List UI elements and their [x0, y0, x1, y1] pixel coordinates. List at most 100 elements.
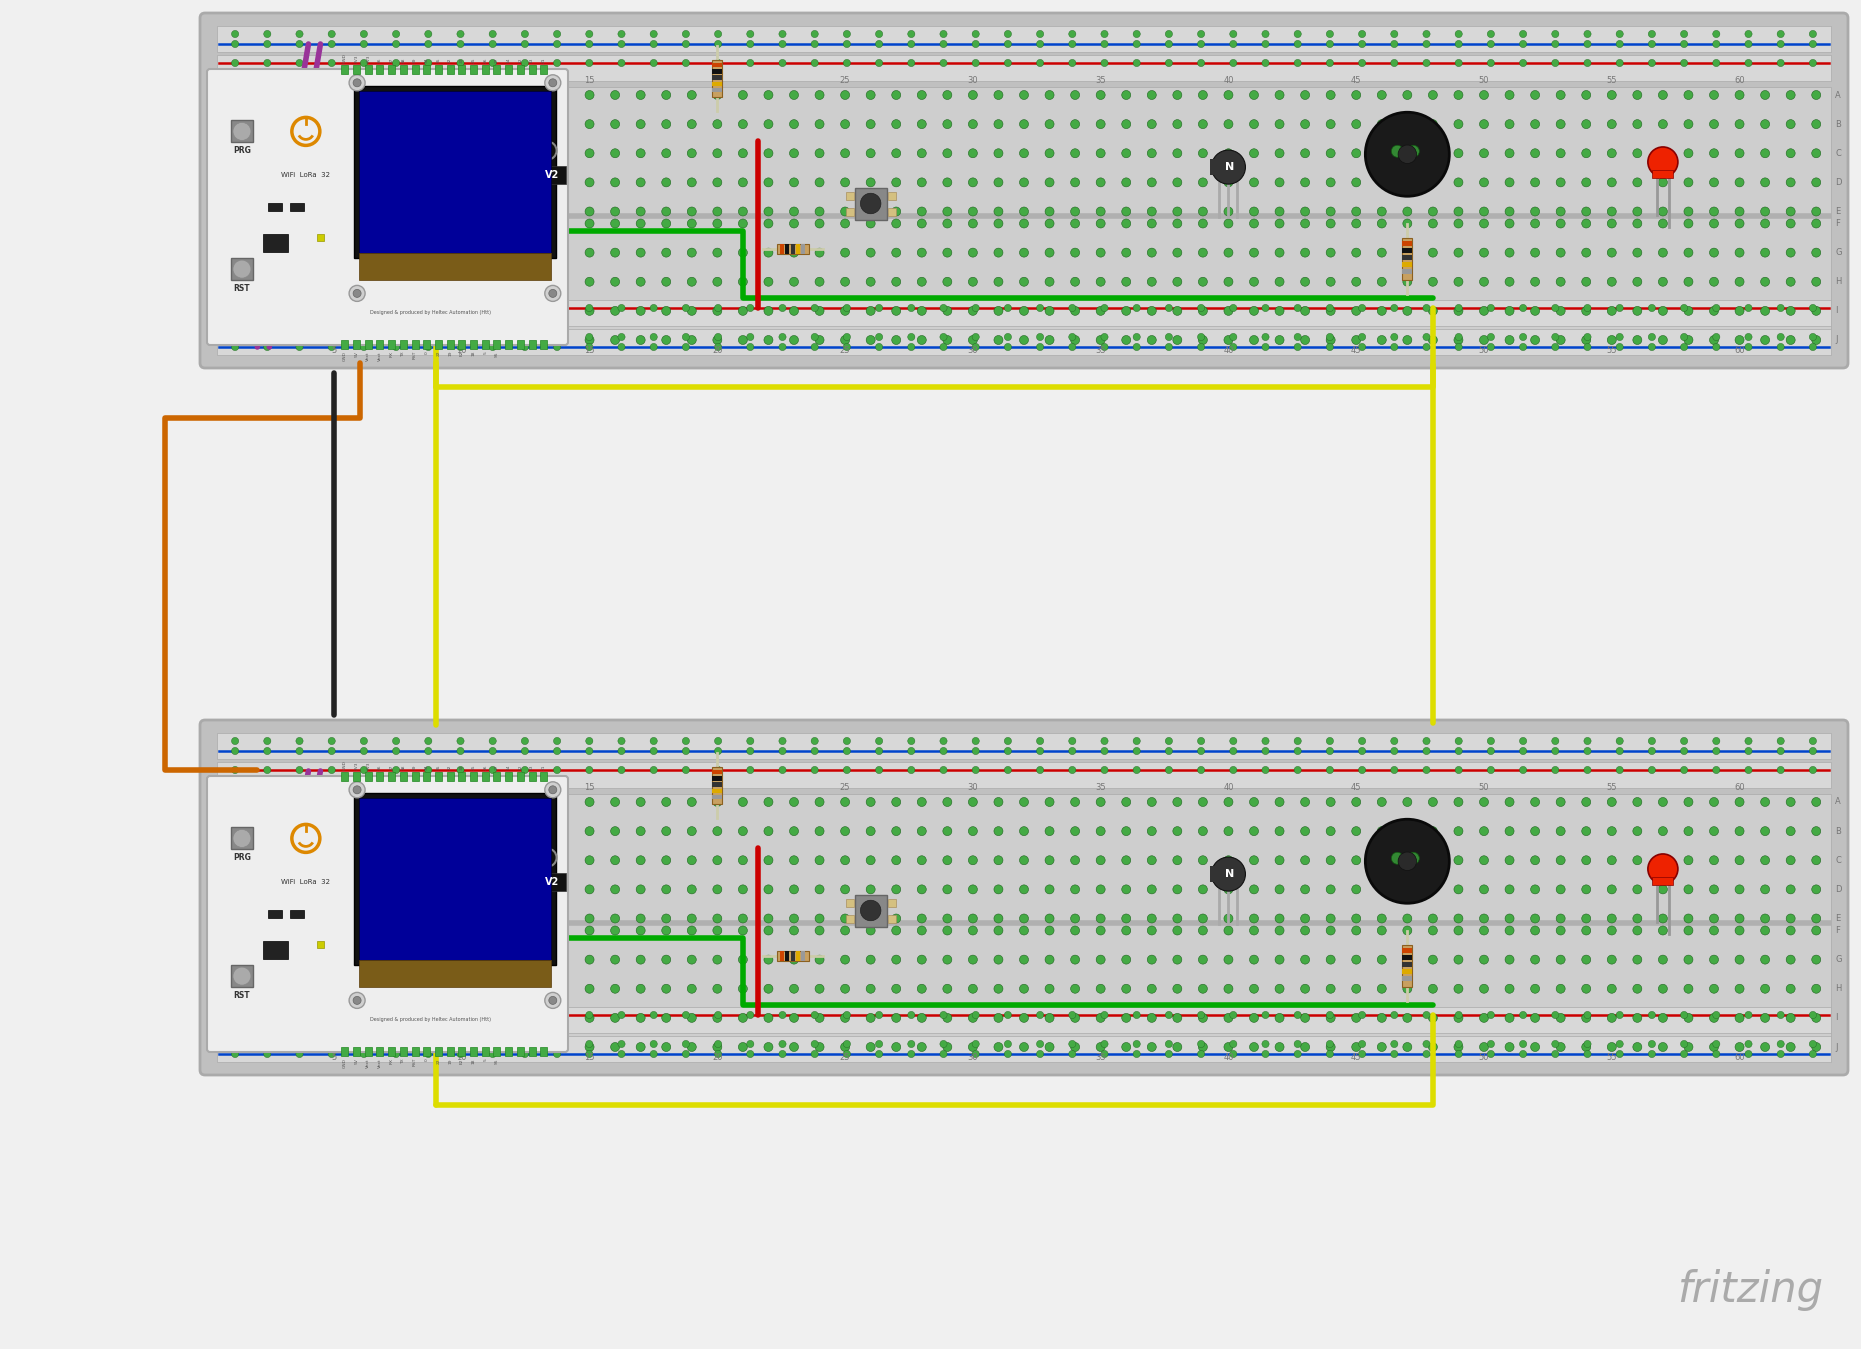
- Circle shape: [1761, 855, 1770, 865]
- Circle shape: [1122, 178, 1131, 188]
- Circle shape: [432, 1013, 441, 1023]
- Circle shape: [1197, 31, 1204, 38]
- Circle shape: [586, 344, 594, 351]
- Circle shape: [1813, 306, 1820, 316]
- Circle shape: [891, 306, 901, 316]
- Text: 34: 34: [424, 58, 428, 63]
- Circle shape: [687, 336, 696, 344]
- Circle shape: [994, 797, 1003, 807]
- Circle shape: [1133, 31, 1141, 38]
- Circle shape: [264, 766, 272, 773]
- Circle shape: [1424, 738, 1429, 745]
- Circle shape: [1046, 827, 1053, 835]
- Circle shape: [1327, 219, 1334, 228]
- Circle shape: [687, 219, 696, 228]
- Circle shape: [1479, 148, 1489, 158]
- Circle shape: [1403, 955, 1412, 965]
- Circle shape: [329, 120, 339, 128]
- Circle shape: [715, 333, 722, 340]
- Circle shape: [1262, 305, 1269, 312]
- Circle shape: [458, 827, 467, 835]
- Circle shape: [789, 955, 798, 965]
- Circle shape: [406, 120, 415, 128]
- Circle shape: [253, 915, 262, 923]
- Circle shape: [584, 915, 594, 923]
- Circle shape: [1552, 747, 1560, 754]
- Circle shape: [560, 955, 568, 965]
- Circle shape: [1552, 766, 1560, 773]
- Circle shape: [1172, 955, 1182, 965]
- Circle shape: [1487, 333, 1494, 340]
- Circle shape: [393, 59, 400, 66]
- Circle shape: [636, 206, 646, 216]
- Text: 19: 19: [449, 1058, 452, 1063]
- Circle shape: [1351, 178, 1360, 188]
- Circle shape: [1249, 985, 1258, 993]
- Circle shape: [944, 120, 951, 128]
- Circle shape: [663, 148, 670, 158]
- Circle shape: [586, 1051, 594, 1058]
- Text: 5: 5: [484, 1058, 488, 1060]
- Circle shape: [1068, 40, 1076, 47]
- Circle shape: [534, 219, 543, 228]
- Circle shape: [1249, 219, 1258, 228]
- Circle shape: [508, 1043, 517, 1051]
- Circle shape: [789, 925, 798, 935]
- Circle shape: [482, 925, 491, 935]
- Circle shape: [994, 120, 1003, 128]
- Circle shape: [482, 1043, 491, 1051]
- Bar: [341, 340, 348, 349]
- Circle shape: [780, 31, 785, 38]
- Circle shape: [1556, 278, 1565, 286]
- Circle shape: [1327, 915, 1334, 923]
- Circle shape: [382, 915, 389, 923]
- Circle shape: [1020, 955, 1029, 965]
- Circle shape: [687, 90, 696, 100]
- Circle shape: [584, 219, 594, 228]
- Circle shape: [303, 885, 313, 894]
- Circle shape: [765, 1013, 772, 1023]
- Circle shape: [618, 344, 625, 351]
- Text: 5: 5: [484, 351, 488, 353]
- Text: 37: 37: [389, 765, 395, 770]
- Bar: [517, 1047, 523, 1056]
- Bar: [341, 1047, 348, 1056]
- Bar: [482, 772, 489, 781]
- Circle shape: [1070, 148, 1079, 158]
- Circle shape: [432, 148, 441, 158]
- Circle shape: [944, 219, 951, 228]
- Circle shape: [1390, 1040, 1398, 1048]
- Circle shape: [560, 885, 568, 894]
- Circle shape: [1680, 344, 1688, 351]
- Circle shape: [1813, 855, 1820, 865]
- Circle shape: [843, 59, 850, 66]
- Circle shape: [1351, 219, 1360, 228]
- Circle shape: [553, 1040, 560, 1048]
- Circle shape: [891, 90, 901, 100]
- Circle shape: [1584, 305, 1591, 312]
- Circle shape: [534, 955, 543, 965]
- Circle shape: [1301, 985, 1310, 993]
- Circle shape: [940, 1012, 947, 1018]
- Circle shape: [1632, 915, 1641, 923]
- Bar: [290, 911, 303, 919]
- Circle shape: [1403, 120, 1412, 128]
- Circle shape: [815, 797, 824, 807]
- Circle shape: [1377, 855, 1386, 865]
- Bar: [435, 772, 441, 781]
- Bar: [354, 793, 556, 965]
- Circle shape: [406, 915, 415, 923]
- Circle shape: [1359, 40, 1366, 47]
- Bar: [422, 65, 430, 74]
- Circle shape: [1761, 278, 1770, 286]
- Circle shape: [355, 915, 365, 923]
- Circle shape: [1197, 738, 1204, 745]
- Circle shape: [1556, 1013, 1565, 1023]
- Circle shape: [1096, 120, 1105, 128]
- Circle shape: [1809, 747, 1816, 754]
- Circle shape: [584, 306, 594, 316]
- Circle shape: [584, 1013, 594, 1023]
- Circle shape: [1275, 915, 1284, 923]
- Circle shape: [1519, 1040, 1526, 1048]
- Circle shape: [1424, 747, 1429, 754]
